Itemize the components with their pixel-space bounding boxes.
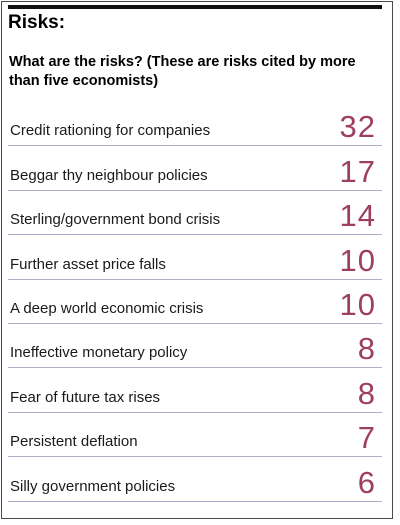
risk-count: 14 — [339, 198, 376, 234]
risk-count: 7 — [357, 420, 376, 456]
risk-row: Beggar thy neighbour policies 17 — [8, 146, 382, 191]
risk-row: Fear of future tax rises 8 — [8, 368, 382, 413]
risk-count: 10 — [339, 286, 376, 322]
risk-label: Sterling/government bond crisis — [10, 211, 221, 229]
risk-row: A deep world economic crisis 10 — [8, 280, 382, 324]
risk-label: Silly government policies — [10, 477, 176, 495]
risk-row: Further asset price falls 10 — [8, 235, 382, 280]
top-rule — [8, 5, 382, 9]
risk-count: 17 — [339, 153, 376, 189]
risk-count: 6 — [357, 464, 376, 500]
risk-row: Ineffective monetary policy 8 — [8, 324, 382, 369]
risk-list: Credit rationing for companies 32 Beggar… — [8, 102, 382, 502]
panel-subtitle: What are the risks? (These are risks cit… — [9, 54, 356, 89]
risk-label: Beggar thy neighbour policies — [10, 166, 208, 184]
panel-title: Risks: — [8, 12, 66, 33]
risk-label: Further asset price falls — [10, 255, 166, 273]
risk-row: Silly government policies 6 — [8, 457, 382, 502]
risk-label: Credit rationing for companies — [10, 122, 211, 140]
risk-label: Fear of future tax rises — [10, 388, 161, 406]
risk-count: 8 — [357, 375, 376, 411]
risk-row: Credit rationing for companies 32 — [8, 102, 382, 147]
risk-count: 32 — [339, 109, 376, 145]
risk-row: Persistent deflation 7 — [8, 413, 382, 458]
risk-label: A deep world economic crisis — [10, 299, 204, 317]
risk-count: 10 — [339, 242, 376, 278]
risks-panel: Risks: What are the risks? (These are ri… — [1, 1, 393, 519]
risk-label: Ineffective monetary policy — [10, 344, 188, 362]
risk-label: Persistent deflation — [10, 433, 138, 451]
risk-row: Sterling/government bond crisis 14 — [8, 191, 382, 236]
risk-count: 8 — [357, 331, 376, 367]
